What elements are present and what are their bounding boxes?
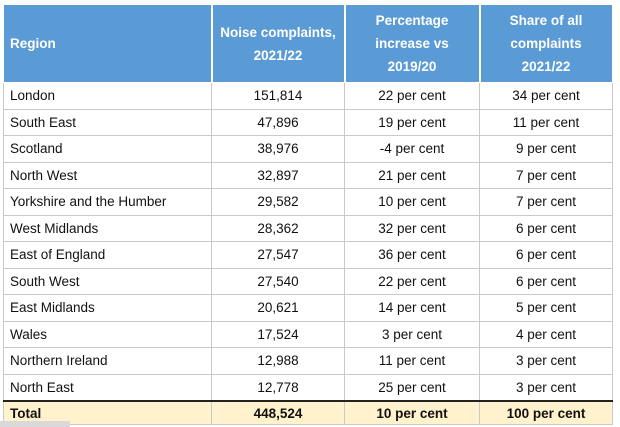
cell-region: Northern Ireland [3, 347, 212, 375]
header-percentage-increase: Percentage increase vs 2019/20 [344, 4, 481, 83]
table-row: West Midlands 28,362 32 per cent 6 per cent [3, 215, 613, 242]
header-share-of-complaints: Share of all complaints 2021/22 [479, 4, 614, 83]
table-row: Northern Ireland 12,988 11 per cent 3 per c… [3, 347, 613, 375]
cell-percentage-increase: 22 per cent [344, 82, 480, 110]
cell-share: 11 per cent [479, 109, 613, 136]
cell-share: 6 per cent [479, 215, 613, 242]
cell-share: 7 per cent [479, 188, 613, 216]
table-row: South East 47,896 19 per cent 11 per cent [3, 109, 613, 136]
total-row: Total 448,524 10 per cent 100 per cent [3, 400, 613, 425]
table-row: Scotland 38,976 -4 per cent 9 per cent [3, 135, 613, 163]
cell-region: Wales [3, 321, 212, 348]
cell-percentage-increase: 22 per cent [344, 268, 480, 295]
cell-noise-complaints: 47,896 [211, 109, 345, 136]
table-row: London 151,814 22 per cent 34 per cent [3, 82, 613, 110]
cell-noise-complaints: 151,814 [211, 82, 345, 110]
table-header-row: Region Noise complaints, 2021/22 Percenta… [3, 4, 614, 83]
cell-noise-complaints: 32,897 [211, 162, 345, 189]
cell-noise-complaints: 12,778 [211, 374, 345, 402]
cell-share: 3 per cent [479, 374, 613, 402]
cell-noise-complaints: 12,988 [211, 347, 345, 375]
cell-percentage-increase: 36 per cent [344, 241, 480, 269]
table-row: South West 27,540 22 per cent 6 per cent [3, 268, 613, 295]
total-noise-complaints: 448,524 [211, 400, 345, 425]
cell-share: 34 per cent [479, 82, 613, 110]
total-region: Total [3, 400, 212, 425]
cell-share: 7 per cent [479, 162, 613, 189]
table-row: Yorkshire and the Humber 29,582 10 per cen… [3, 188, 613, 216]
noise-complaints-table-container: Region Noise complaints, 2021/22 Percenta… [3, 4, 614, 425]
cell-percentage-increase: 21 per cent [344, 162, 480, 189]
cell-noise-complaints: 17,524 [211, 321, 345, 348]
cell-noise-complaints: 29,582 [211, 188, 345, 216]
cell-region: Yorkshire and the Humber [3, 188, 212, 216]
table-body: London 151,814 22 per cent 34 per cent South… [3, 82, 613, 425]
cell-region: East Midlands [3, 294, 212, 322]
total-share: 100 per cent [479, 400, 613, 425]
cell-percentage-increase: 14 per cent [344, 294, 480, 322]
noise-complaints-table: Region Noise complaints, 2021/22 Percenta… [3, 4, 614, 425]
cell-region: Scotland [3, 135, 212, 163]
cell-percentage-increase: 32 per cent [344, 215, 480, 242]
cell-region: South East [3, 109, 212, 136]
cell-share: 5 per cent [479, 294, 613, 322]
cell-percentage-increase: 3 per cent [344, 321, 480, 348]
cell-percentage-increase: 25 per cent [344, 374, 480, 402]
table-row: East Midlands 20,621 14 per cent 5 per cent [3, 294, 613, 322]
total-percentage-increase: 10 per cent [344, 400, 480, 425]
cell-percentage-increase: -4 per cent [344, 135, 480, 163]
cell-region: East of England [3, 241, 212, 269]
table-row: East of England 27,547 36 per cent 6 per ce… [3, 241, 613, 269]
table-row: North West 32,897 21 per cent 7 per cent [3, 162, 613, 189]
cell-share: 6 per cent [479, 268, 613, 295]
cell-share: 3 per cent [479, 347, 613, 375]
image-caption-strip [0, 421, 70, 427]
cell-region: South West [3, 268, 212, 295]
cell-noise-complaints: 20,621 [211, 294, 345, 322]
header-noise-complaints: Noise complaints, 2021/22 [211, 4, 346, 83]
cell-share: 9 per cent [479, 135, 613, 163]
cell-region: North East [3, 374, 212, 402]
cell-noise-complaints: 28,362 [211, 215, 345, 242]
cell-noise-complaints: 27,547 [211, 241, 345, 269]
table-row: North East 12,778 25 per cent 3 per cent [3, 374, 613, 402]
cell-percentage-increase: 19 per cent [344, 109, 480, 136]
cell-region: West Midlands [3, 215, 212, 242]
cell-region: North West [3, 162, 212, 189]
header-region: Region [3, 4, 213, 83]
table-row: Wales 17,524 3 per cent 4 per cent [3, 321, 613, 348]
cell-noise-complaints: 27,540 [211, 268, 345, 295]
cell-share: 6 per cent [479, 241, 613, 269]
cell-percentage-increase: 11 per cent [344, 347, 480, 375]
cell-share: 4 per cent [479, 321, 613, 348]
cell-noise-complaints: 38,976 [211, 135, 345, 163]
cell-percentage-increase: 10 per cent [344, 188, 480, 216]
cell-region: London [3, 82, 212, 110]
